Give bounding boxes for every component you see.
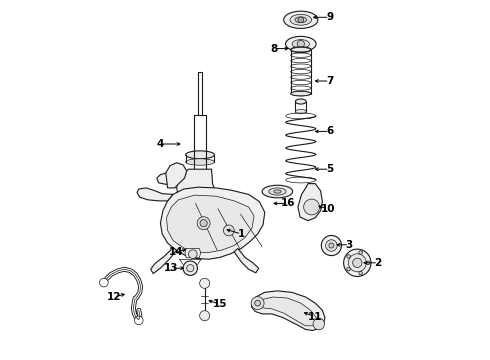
Circle shape [298,17,304,23]
Circle shape [223,225,234,236]
Circle shape [183,261,197,275]
Circle shape [99,278,108,287]
Circle shape [353,258,362,267]
Text: 2: 2 [374,258,382,268]
Ellipse shape [295,109,306,114]
Text: 14: 14 [169,247,184,257]
Text: 9: 9 [326,12,333,22]
Circle shape [313,318,324,330]
Circle shape [200,220,207,227]
Polygon shape [167,195,254,253]
Circle shape [326,240,337,251]
Ellipse shape [295,99,306,104]
Ellipse shape [290,14,312,25]
Circle shape [199,311,210,321]
Ellipse shape [292,40,310,48]
Circle shape [347,267,350,271]
Circle shape [297,40,304,48]
Circle shape [348,254,367,272]
Circle shape [187,265,194,272]
Circle shape [134,316,143,325]
Text: 8: 8 [270,44,277,54]
Circle shape [359,251,363,254]
Circle shape [197,217,210,230]
Circle shape [347,255,350,258]
Text: 6: 6 [326,126,333,136]
Text: 4: 4 [157,139,164,149]
Ellipse shape [291,91,311,96]
Text: 12: 12 [106,292,121,302]
Text: 16: 16 [281,198,295,208]
Ellipse shape [286,36,316,51]
Ellipse shape [186,159,215,165]
Polygon shape [166,163,187,188]
Circle shape [189,250,197,258]
Polygon shape [251,291,325,330]
Circle shape [255,300,261,306]
Text: 7: 7 [326,76,333,86]
Polygon shape [160,187,265,259]
Circle shape [199,278,210,288]
Ellipse shape [274,190,281,193]
Polygon shape [137,188,173,201]
Circle shape [251,297,264,310]
Text: 10: 10 [320,204,335,214]
Polygon shape [234,248,259,273]
Circle shape [321,235,342,256]
Text: 13: 13 [164,263,178,273]
Ellipse shape [291,47,311,53]
Polygon shape [157,173,180,184]
Polygon shape [151,248,176,274]
Polygon shape [185,248,201,258]
Polygon shape [176,169,216,205]
Text: 11: 11 [308,312,322,322]
Circle shape [359,271,363,275]
Circle shape [304,199,319,215]
Ellipse shape [295,17,307,23]
Ellipse shape [262,185,293,198]
Text: 1: 1 [238,229,245,239]
Circle shape [343,249,371,276]
Ellipse shape [186,151,215,159]
Text: 15: 15 [213,299,227,309]
Text: 5: 5 [326,164,333,174]
Polygon shape [258,297,317,326]
Polygon shape [298,184,322,221]
Text: 3: 3 [346,240,353,250]
Circle shape [367,261,370,265]
Circle shape [329,243,334,248]
Ellipse shape [284,11,318,28]
Ellipse shape [269,188,286,195]
